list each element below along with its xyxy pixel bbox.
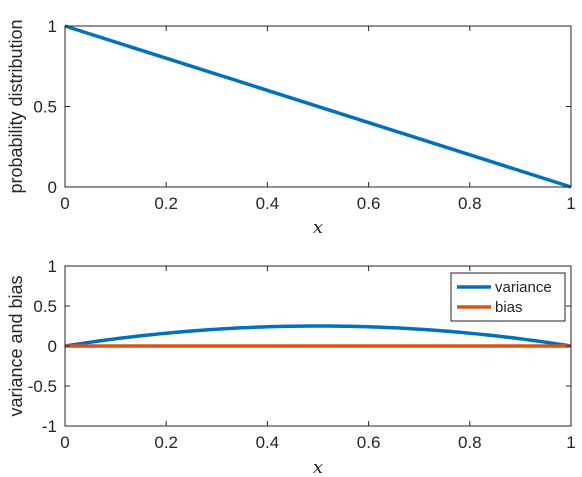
x-tick-label: 0.8 bbox=[458, 433, 482, 452]
x-tick-label: 0.2 bbox=[154, 194, 178, 213]
y-tick-label: -1 bbox=[42, 417, 57, 436]
x-axis-label: x bbox=[313, 217, 323, 238]
x-tick-label: 0 bbox=[60, 433, 69, 452]
x-tick-label: 0.8 bbox=[458, 194, 482, 213]
y-tick-label: 1 bbox=[48, 257, 57, 276]
series-line-line-1 bbox=[64, 24, 572, 189]
x-axis-label: x bbox=[313, 457, 323, 477]
x-tick-label: 0.6 bbox=[357, 194, 381, 213]
x-tick-label: 0.2 bbox=[154, 433, 178, 452]
x-tick-label: 1 bbox=[566, 194, 575, 213]
y-tick-label: -0.5 bbox=[28, 377, 57, 396]
legend-label-variance: variance bbox=[495, 279, 552, 296]
y-axis-label: variance and bias bbox=[6, 275, 26, 416]
y-tick-label: 1 bbox=[48, 17, 57, 36]
legend: variance bias bbox=[450, 272, 566, 322]
y-tick-label: 0 bbox=[48, 337, 57, 356]
y-tick-label: 0.5 bbox=[33, 297, 57, 316]
x-tick-label: 1 bbox=[566, 433, 575, 452]
chart-panel-2: 0 0.2 0.4 0.6 0.8 1 -1 -0.5 0 0.5 1 x variance and b… bbox=[6, 257, 576, 477]
chart-panel-1: 0 0.2 0.4 0.6 0.8 1 0 0.5 1 x probability distribu… bbox=[6, 17, 576, 238]
x-tick-label: 0 bbox=[60, 194, 69, 213]
legend-label-bias: bias bbox=[495, 299, 523, 316]
x-tick-label: 0.4 bbox=[256, 194, 280, 213]
y-tick-label: 0 bbox=[48, 178, 57, 197]
series-line-variance bbox=[64, 324, 572, 348]
x-tick-label: 0.4 bbox=[256, 433, 280, 452]
x-tick-label: 0.6 bbox=[357, 433, 381, 452]
legend-box bbox=[450, 272, 566, 322]
y-tick-label: 0.5 bbox=[33, 98, 57, 117]
y-axis-label: probability distribution bbox=[6, 19, 26, 193]
